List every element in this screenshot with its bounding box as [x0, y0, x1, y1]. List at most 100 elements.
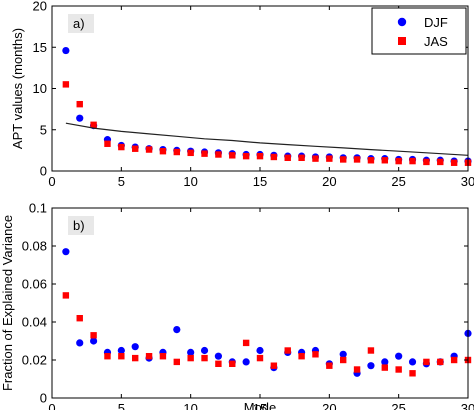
x-tick-label: 25: [391, 401, 405, 410]
jas-point: [270, 362, 278, 369]
panel-b: b) 0 5 10 15 20 25 30 0 0.02 0.04 0.06 0.08 0.1 Fracti…: [0, 201, 474, 410]
x-tick-label: 15: [253, 174, 267, 189]
djf-point: [173, 326, 181, 334]
y-tick-label: 0: [40, 164, 47, 179]
djf-point: [256, 346, 264, 355]
legend-box: [371, 7, 467, 55]
jas-point: [367, 157, 375, 164]
x-tick-label: 10: [183, 174, 197, 189]
jas-point: [76, 100, 83, 108]
jas-point: [145, 353, 153, 360]
jas-point: [256, 152, 264, 160]
jas-point: [409, 370, 416, 377]
djf-point: [395, 352, 403, 360]
x-tick-label: 5: [118, 401, 125, 410]
y-tick-label: 0.1: [29, 201, 47, 216]
jas-point: [215, 151, 222, 158]
legend-jas-label: JAS: [424, 34, 448, 49]
y-tick-label: 15: [33, 40, 47, 55]
jas-point: [187, 149, 194, 157]
djf-point: [62, 248, 70, 256]
y-tick-label: 5: [40, 122, 47, 137]
x-tick-label: 25: [391, 174, 405, 189]
x-tick-label: 15: [253, 401, 267, 410]
jas-point: [145, 146, 153, 153]
y-tick-label: 0.02: [22, 353, 47, 368]
jas-point: [132, 354, 139, 362]
panel-label-box: [68, 216, 94, 235]
y-axis-title: Fraction of Explained Variance: [0, 215, 15, 391]
jas-point: [229, 360, 236, 367]
jas-point: [229, 152, 236, 159]
djf-point: [242, 358, 250, 366]
y-tick-label: 20: [33, 0, 47, 14]
djf-point: [367, 362, 375, 370]
jas-point: [298, 154, 305, 161]
jas-point: [284, 347, 291, 354]
jas-point: [118, 353, 125, 360]
jas-point: [395, 366, 402, 373]
jas-point: [90, 332, 97, 339]
x-tick-label: 20: [322, 174, 336, 189]
x-tick-label: 0: [48, 174, 55, 189]
x-tick-label: 5: [118, 174, 125, 189]
y-tick-label: 0.04: [22, 315, 47, 330]
djf-point: [200, 346, 209, 355]
djf-point: [76, 114, 84, 122]
jas-point: [423, 158, 430, 166]
djf-point: [408, 358, 417, 366]
fit-curve-line: [65, 122, 469, 156]
jas-point: [423, 358, 430, 366]
jas-point: [298, 353, 305, 360]
x-tick-label: 30: [461, 174, 474, 189]
jas-point: [159, 353, 167, 360]
jas-point: [367, 347, 375, 354]
y-tick-label: 10: [33, 81, 47, 96]
jas-point: [215, 360, 222, 367]
jas-point: [242, 339, 250, 347]
panel-a: a) 0 5 10 15 20 25 30 0 5 10 15 20 APT values (months…: [10, 0, 474, 189]
jas-point: [312, 351, 319, 358]
y-tick-label: 0.06: [22, 277, 47, 292]
x-tick-label: 20: [322, 401, 336, 410]
legend-djf-marker: [397, 17, 407, 27]
jas-point: [242, 152, 250, 160]
jas-point: [104, 353, 111, 360]
jas-point: [381, 364, 388, 371]
djf-point: [187, 348, 195, 356]
jas-point: [340, 356, 347, 364]
legend-djf-label: DJF: [424, 15, 448, 30]
jas-point: [353, 366, 361, 373]
jas-point: [187, 354, 194, 362]
jas-point: [284, 154, 291, 161]
jas-point: [340, 156, 347, 163]
jas-point: [118, 143, 125, 151]
jas-point: [450, 356, 458, 364]
djf-point: [62, 46, 70, 55]
x-tick-label: 10: [183, 401, 197, 410]
jas-point: [104, 140, 111, 147]
jas-point: [450, 159, 458, 166]
djf-point: [90, 337, 98, 345]
jas-point: [395, 157, 402, 165]
x-tick-label: 0: [48, 401, 55, 410]
jas-point: [132, 145, 139, 152]
jas-point: [201, 150, 208, 157]
jas-point: [201, 354, 208, 362]
jas-point: [62, 81, 70, 88]
x-tick-label: 30: [461, 401, 474, 410]
jas-point: [381, 157, 388, 164]
jas-point: [173, 358, 180, 366]
djf-point: [117, 346, 125, 355]
jas-point: [326, 362, 333, 369]
panel-label: b): [73, 218, 85, 233]
djf-point: [339, 350, 347, 358]
jas-point: [90, 121, 97, 128]
djf-point: [381, 358, 389, 366]
jas-point: [353, 156, 361, 163]
jas-point: [173, 148, 180, 156]
jas-point: [270, 153, 278, 161]
djf-point: [214, 352, 222, 360]
jas-point: [62, 292, 70, 299]
